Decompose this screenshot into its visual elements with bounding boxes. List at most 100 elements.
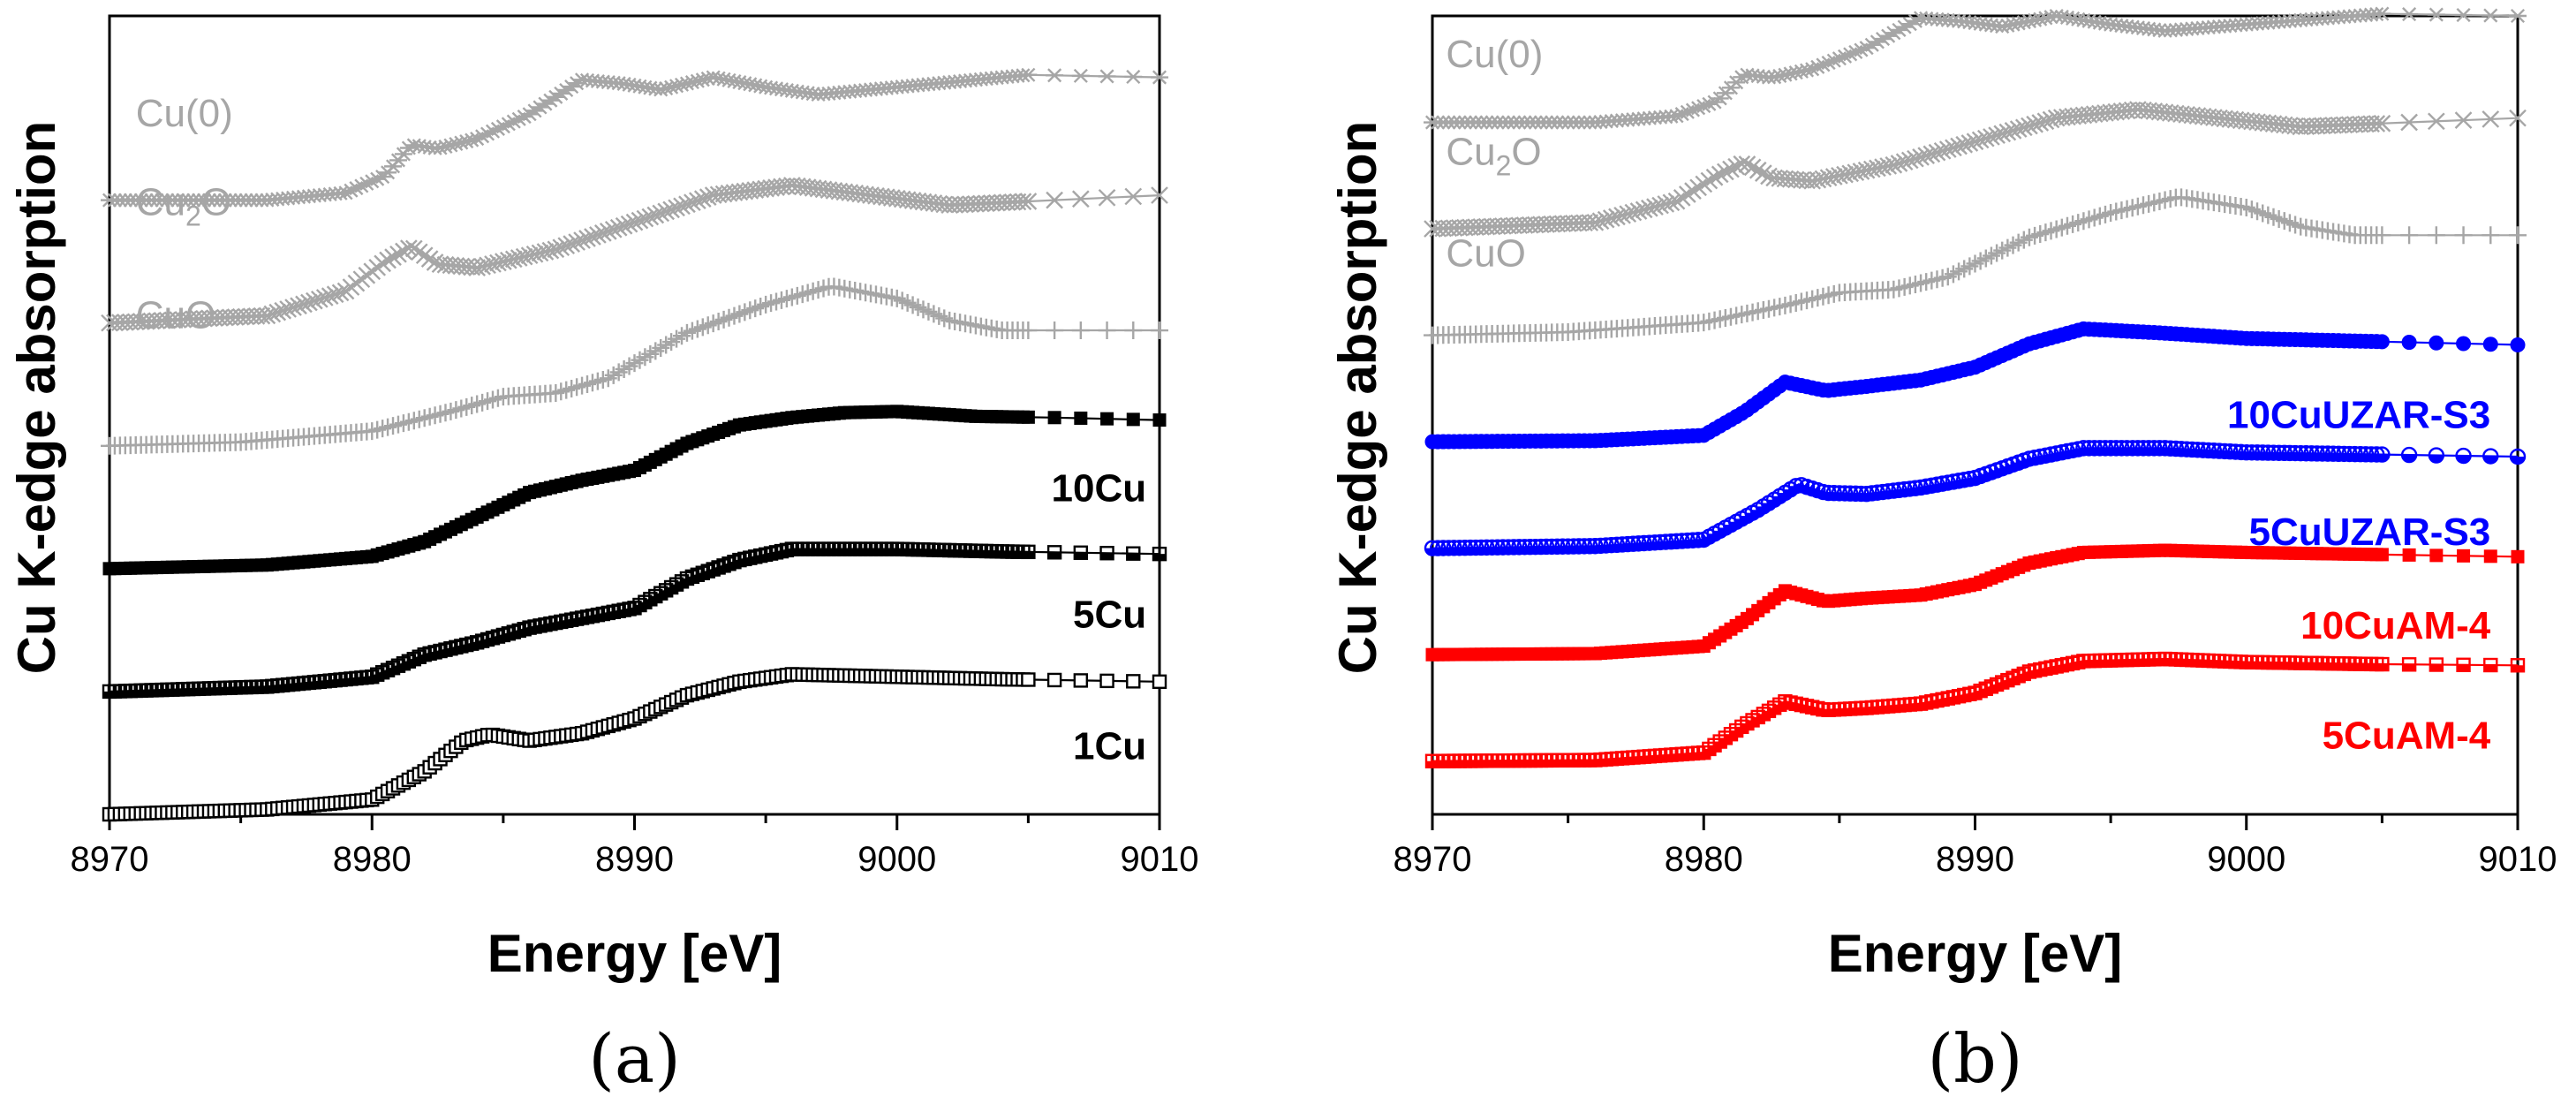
data-point <box>1019 193 1038 210</box>
data-point <box>479 256 496 275</box>
data-point <box>1124 69 1143 85</box>
data-point <box>279 300 297 318</box>
data-point <box>2510 337 2526 352</box>
data-point <box>563 235 581 253</box>
data-point <box>1099 546 1114 561</box>
data-point <box>657 202 676 221</box>
data-point <box>1678 185 1696 203</box>
data-point <box>646 206 665 224</box>
series-10cu: 10Cu <box>102 405 1167 576</box>
data-point <box>631 211 649 230</box>
series-label-text: O <box>201 180 231 223</box>
series-5cu: 5Cu <box>102 541 1167 700</box>
series-label: Cu(0) <box>1446 33 1543 76</box>
data-point <box>504 250 523 269</box>
data-point <box>2400 226 2419 245</box>
x-tick-label: 9010 <box>1121 840 1199 879</box>
series-5cuuzar-s3: 5CuUZAR-S3 <box>1424 440 2527 556</box>
x-tick-label: 9000 <box>2207 840 2285 879</box>
data-point <box>520 246 539 265</box>
series-label-subscript: 2 <box>1496 150 1512 182</box>
data-point <box>668 199 685 217</box>
data-point <box>1100 412 1114 426</box>
data-point <box>1098 188 1116 207</box>
data-point <box>1151 321 1168 340</box>
data-point <box>1071 190 1090 208</box>
data-point <box>515 247 533 266</box>
data-point <box>1124 321 1143 340</box>
data-point <box>1126 412 1140 427</box>
data-point <box>379 251 397 269</box>
data-point <box>473 257 491 276</box>
series-label-text: 10CuUZAR-S3 <box>2227 393 2490 436</box>
data-point <box>258 306 276 325</box>
data-point <box>2457 548 2471 563</box>
data-point <box>2482 448 2499 465</box>
data-point <box>652 204 670 223</box>
data-point <box>420 250 439 268</box>
data-point <box>620 215 638 233</box>
data-point <box>389 245 407 263</box>
data-point <box>1098 69 1116 84</box>
data-point <box>1046 545 1062 560</box>
data-point <box>2400 446 2418 464</box>
series-cuo: CuO <box>1424 188 2527 344</box>
panel-b-chart: 8970 8980 8990 9000 9010 Energy [eV] Cu K-edge… <box>1328 6 2557 1098</box>
series-5cuam-4: 5CuAM-4 <box>1424 651 2526 768</box>
data-point <box>384 248 402 266</box>
data-point <box>636 209 654 228</box>
data-point <box>468 259 486 276</box>
data-point <box>404 239 423 258</box>
data-point <box>589 226 607 244</box>
series-label: Cu2O <box>136 180 231 231</box>
data-point <box>410 243 428 261</box>
data-point <box>1046 68 1064 83</box>
panel-label: (b) <box>1928 1019 2023 1098</box>
series-label-text: 5Cu <box>1073 594 1146 637</box>
data-point <box>2483 549 2497 564</box>
data-point <box>1099 673 1114 689</box>
data-point <box>1126 674 1141 689</box>
series-label: Cu(0) <box>136 92 233 135</box>
data-point <box>426 253 444 271</box>
data-point <box>268 303 287 321</box>
panel-a-chart: 8970 8980 8990 9000 9010 Energy [eV] Cu K-edge… <box>7 14 1199 1098</box>
series-label-text: Cu <box>136 180 185 223</box>
data-point <box>1071 68 1090 83</box>
data-point <box>557 237 576 255</box>
data-point <box>1074 411 1088 425</box>
series-label-text: 5CuAM-4 <box>2323 714 2491 757</box>
data-point <box>1021 544 1036 560</box>
data-point <box>2401 657 2417 672</box>
series-label: CuO <box>1446 231 1525 275</box>
data-point <box>2511 549 2525 564</box>
data-point <box>1689 178 1707 197</box>
data-point <box>609 218 628 237</box>
data-point <box>2482 337 2498 352</box>
data-point <box>604 220 623 238</box>
data-point <box>678 195 696 214</box>
data-point <box>2429 335 2444 351</box>
data-point <box>552 238 570 257</box>
data-point <box>374 254 391 273</box>
x-tick-label: 8990 <box>595 840 674 879</box>
series-10cuuzar-s3: 10CuUZAR-S3 <box>1424 321 2526 450</box>
data-point <box>573 231 591 249</box>
series-label: CuO <box>136 293 215 337</box>
x-tick-label: 8990 <box>1936 840 2014 879</box>
data-point <box>1014 193 1032 211</box>
data-point <box>1019 67 1038 82</box>
series-label-text: 10CuAM-4 <box>2300 604 2491 647</box>
series-label-text: Cu <box>1446 131 1495 174</box>
data-point <box>331 284 350 302</box>
data-point <box>536 243 555 261</box>
data-point <box>1046 321 1064 340</box>
data-point <box>489 253 507 272</box>
data-point <box>693 190 712 208</box>
data-point <box>2429 548 2444 563</box>
series-label: 10CuUZAR-S3 <box>2227 393 2490 436</box>
data-point <box>1098 321 1116 340</box>
data-point <box>1684 182 1702 200</box>
series-line <box>109 673 1160 816</box>
data-point <box>315 289 334 306</box>
